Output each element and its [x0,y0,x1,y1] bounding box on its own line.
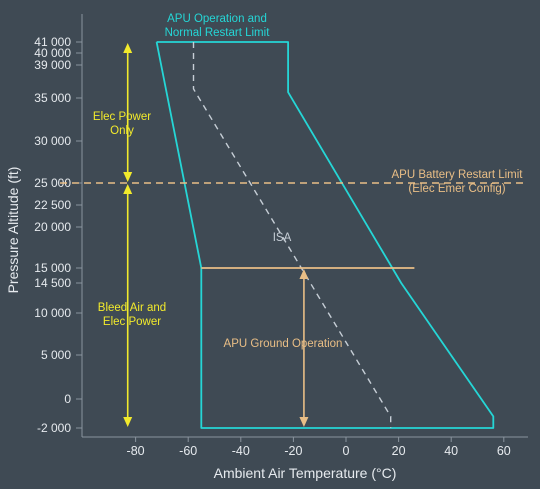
annotation-battery-restart: APU Battery Restart Limit (Elec Emer Conf… [391,169,523,195]
y-tick-label: 15 000 [34,261,71,275]
arrow-apu-ground [299,269,309,427]
x-tick-label: 20 [392,444,406,458]
x-axis-title: Ambient Air Temperature (°C) [214,465,397,481]
y-tick-label: 20 000 [34,220,71,234]
y-tick-label: 10 000 [34,306,71,320]
y-tick-label: 41 000 [34,35,71,49]
x-tick-label: -60 [179,444,197,458]
annotation-isa: ISA [273,232,292,244]
y-tick-label: 14 500 [34,276,71,290]
annotation-elec-power-only: Elec Power Only [93,111,151,137]
annotation-bleed-air: Bleed Air and Elec Power [98,302,166,328]
y-tick-label: 25 000 [34,176,71,190]
annotation-apu-limit: APU Operation and Normal Restart Limit [165,13,271,39]
x-tick-label: 0 [343,444,350,458]
y-tick-label: 0 [64,392,71,406]
y-tick-label: 5 000 [41,348,71,362]
series-apu-envelope [155,41,495,429]
x-tick-labels: -80 -60 -40 -20 0 20 40 60 [127,437,511,458]
x-tick-label: 60 [497,444,511,458]
series-layer [155,41,495,429]
series-isa [192,42,392,428]
x-tick-label: 40 [444,444,458,458]
arrow-elec-power-only [123,43,133,182]
y-axis-title: Pressure Altitude (ft) [5,167,21,294]
y-tick-label: -2 000 [37,421,71,435]
x-tick-label: -20 [284,444,302,458]
x-tick-label: -40 [232,444,250,458]
range-arrows [123,43,309,427]
y-tick-label: 35 000 [34,91,71,105]
y-tick-label: 40 000 [34,46,71,60]
y-tick-label: 30 000 [34,134,71,148]
annotation-apu-ground: APU Ground Operation [224,338,343,350]
arrow-bleed-air [123,184,133,427]
y-tick-label: 39 000 [34,58,71,72]
x-tick-label: -80 [127,444,145,458]
y-tick-label: 22 500 [34,198,71,212]
